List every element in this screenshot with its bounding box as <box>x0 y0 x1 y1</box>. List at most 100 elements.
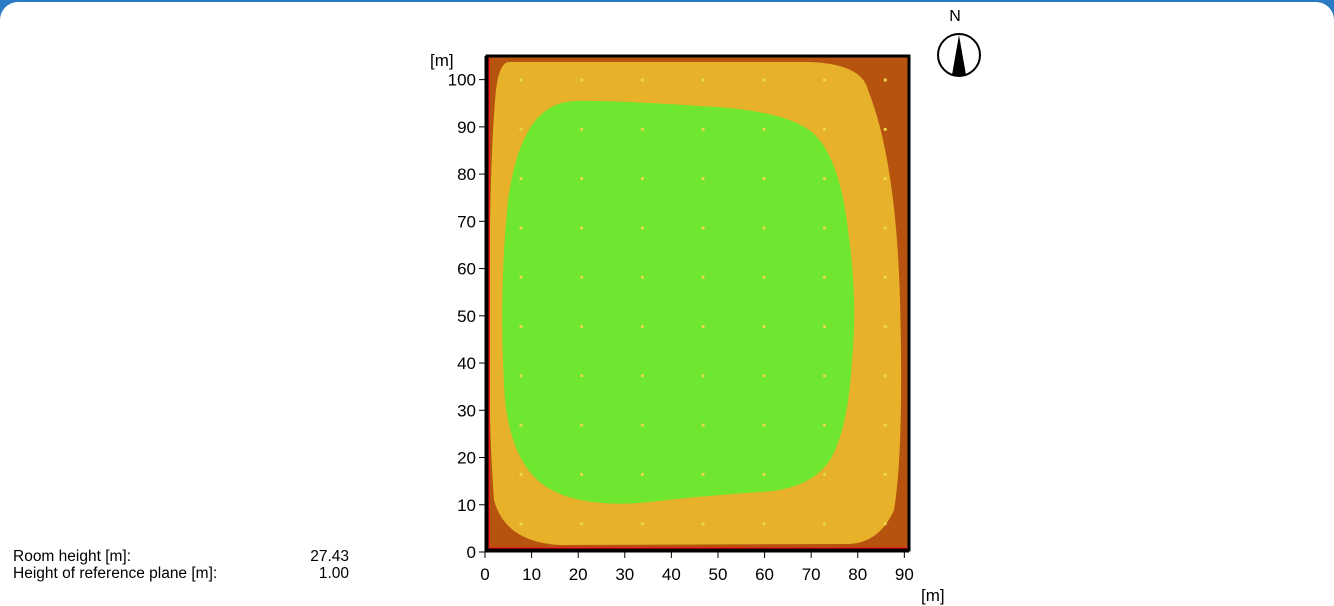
compass-north-label: N <box>949 8 961 25</box>
calculation-points <box>519 78 887 526</box>
calculation-point <box>580 324 584 329</box>
calculation-point <box>883 127 887 131</box>
calculation-point <box>640 275 645 279</box>
y-tick-label: 100 <box>448 71 476 90</box>
calculation-point <box>883 78 887 82</box>
x-tick-label: 30 <box>615 565 634 584</box>
calculation-point <box>762 324 766 329</box>
compass-needle <box>952 35 966 75</box>
y-tick-label: 50 <box>457 307 476 326</box>
calculation-point <box>640 472 645 476</box>
inner-zone <box>502 100 855 504</box>
calculation-point <box>822 522 827 526</box>
calculation-point <box>580 423 584 427</box>
calculation-point <box>701 374 705 378</box>
calculation-point <box>883 423 887 427</box>
y-tick-label: 30 <box>457 401 476 420</box>
calculation-point <box>519 324 523 329</box>
calculation-point <box>822 374 827 378</box>
calculation-point <box>519 374 523 378</box>
calculation-point <box>883 522 887 526</box>
calculation-point <box>762 472 766 476</box>
calculation-point <box>580 472 584 476</box>
x-tick-label: 90 <box>895 565 914 584</box>
x-tick-label: 0 <box>480 565 489 584</box>
x-tick-label: 60 <box>755 565 774 584</box>
calculation-point <box>519 423 523 427</box>
ref-plane-label: Height of reference plane [m]: <box>13 565 218 582</box>
calculation-point <box>580 127 584 131</box>
x-tick-label: 40 <box>662 565 681 584</box>
calculation-point <box>762 177 766 181</box>
y-axis-ticks: 0 10 20 30 40 50 60 70 80 90 100 <box>448 71 485 562</box>
calculation-point <box>822 78 827 82</box>
x-tick-label: 80 <box>848 565 867 584</box>
y-axis-unit: [m] <box>430 51 454 70</box>
calculation-point <box>640 423 645 427</box>
calculation-point <box>883 275 887 279</box>
calculation-point <box>519 472 523 476</box>
calculation-point <box>519 127 523 131</box>
calculation-point <box>640 78 645 82</box>
y-tick-label: 70 <box>457 212 476 231</box>
calculation-point <box>762 374 766 378</box>
calculation-point <box>519 226 523 230</box>
calculation-point <box>701 324 705 329</box>
calculation-point <box>822 423 827 427</box>
x-tick-label: 70 <box>802 565 821 584</box>
calculation-point <box>883 472 887 476</box>
calculation-point <box>580 226 584 230</box>
calculation-point <box>701 472 705 476</box>
calculation-point <box>519 522 523 526</box>
x-tick-label: 50 <box>709 565 728 584</box>
room-height-value: 27.43 <box>310 548 349 565</box>
north-compass-icon: N <box>937 8 981 77</box>
calculation-point <box>822 324 827 329</box>
calculation-point <box>822 226 827 230</box>
calculation-point <box>580 78 584 82</box>
calculation-point <box>640 374 645 378</box>
calculation-point <box>580 374 584 378</box>
calculation-point <box>701 423 705 427</box>
y-tick-label: 60 <box>457 260 476 279</box>
calculation-point <box>701 226 705 230</box>
calculation-point <box>762 423 766 427</box>
calculation-point <box>701 177 705 181</box>
calculation-point <box>640 324 645 329</box>
x-tick-label: 10 <box>522 565 541 584</box>
calculation-point <box>701 275 705 279</box>
x-axis-ticks: 0 10 20 30 40 50 60 70 80 90 <box>480 552 914 584</box>
y-tick-label: 40 <box>457 354 476 373</box>
y-tick-label: 0 <box>467 543 476 562</box>
plot-frame <box>485 54 911 552</box>
calculation-point <box>762 127 766 131</box>
y-tick-label: 20 <box>457 449 476 468</box>
y-tick-label: 10 <box>457 496 476 515</box>
calculation-point <box>762 78 766 82</box>
calculation-point <box>822 127 827 131</box>
calculation-point <box>883 226 887 230</box>
calculation-point <box>519 177 523 181</box>
ref-plane-value: 1.00 <box>318 565 349 582</box>
calculation-point <box>822 275 827 279</box>
y-tick-label: 90 <box>457 118 476 137</box>
calculation-point <box>883 374 887 378</box>
calculation-point <box>762 275 766 279</box>
x-axis-unit: [m] <box>921 586 945 605</box>
calculation-point <box>883 177 887 181</box>
x-tick-label: 20 <box>569 565 588 584</box>
calculation-point <box>640 177 645 181</box>
calculation-point <box>640 522 645 526</box>
calculation-point <box>822 177 827 181</box>
calculation-point <box>822 472 827 476</box>
calculation-point <box>640 226 645 230</box>
room-height-label: Room height [m]: <box>13 548 132 565</box>
calculation-point <box>519 275 523 279</box>
calculation-point <box>519 78 523 82</box>
calculation-point <box>883 324 887 329</box>
y-tick-label: 80 <box>457 165 476 184</box>
calculation-point <box>580 177 584 181</box>
calculation-point <box>640 127 645 131</box>
calculation-point <box>580 522 584 526</box>
